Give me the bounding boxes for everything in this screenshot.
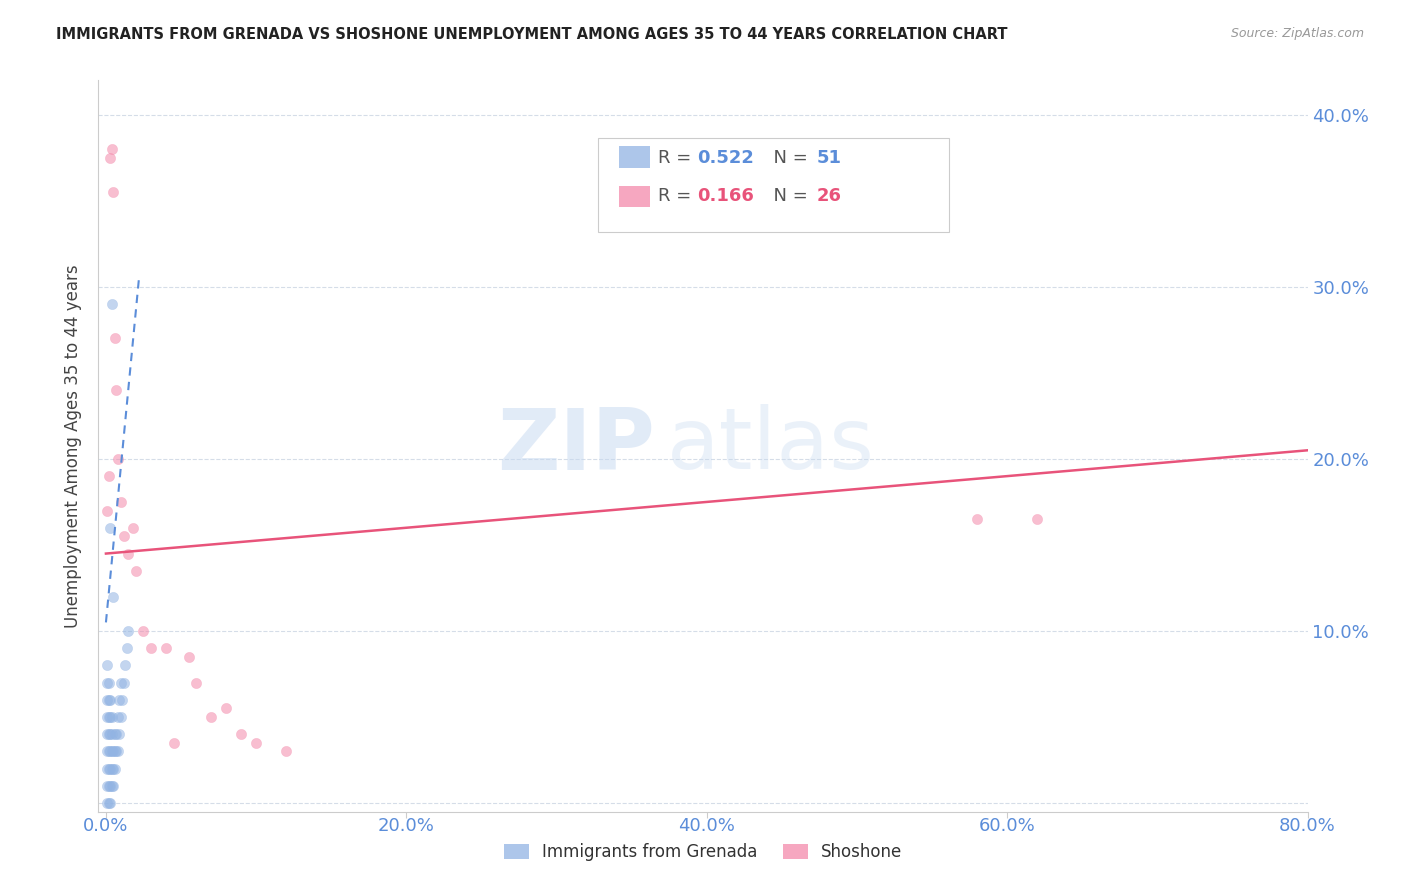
Point [215,701,238,715]
Point [101,779,124,793]
Point [155,641,177,656]
Point [97,727,120,741]
Point [103,779,125,793]
Point [117,624,139,638]
Point [110,495,132,509]
Legend: Immigrants from Grenada, Shoshone: Immigrants from Grenada, Shoshone [495,835,911,869]
Point [101,297,124,311]
Point [103,762,125,776]
Point [100,744,122,758]
Point [105,727,128,741]
Point [1026,512,1049,526]
Text: 26: 26 [817,187,842,205]
Point [110,675,132,690]
Point [96,710,118,724]
Point [229,727,252,741]
Text: Source: ZipAtlas.com: Source: ZipAtlas.com [1230,27,1364,40]
Point [110,710,132,724]
Point [100,727,122,741]
Point [132,624,155,638]
Point [104,762,127,776]
Text: 51: 51 [817,149,842,167]
Point [125,564,148,578]
Point [96,693,118,707]
Text: 0.166: 0.166 [697,187,754,205]
Point [96,796,118,810]
Point [96,744,118,758]
Text: 0.522: 0.522 [697,149,754,167]
Point [96,658,118,673]
Point [103,185,125,199]
Point [101,727,124,741]
Point [104,744,127,758]
Point [108,727,131,741]
Point [100,151,122,165]
Point [966,512,988,526]
Point [97,744,120,758]
Point [107,744,129,758]
Point [184,675,207,690]
Text: N =: N = [762,187,814,205]
Point [112,529,135,543]
Point [104,331,127,345]
Point [105,383,128,397]
Point [177,649,200,664]
Point [100,796,122,810]
Point [117,547,139,561]
Point [108,693,131,707]
Point [101,710,124,724]
Point [96,762,118,776]
Y-axis label: Unemployment Among Ages 35 to 44 years: Unemployment Among Ages 35 to 44 years [65,264,83,628]
Text: ZIP: ZIP [496,404,655,488]
Text: R =: R = [658,187,697,205]
Point [101,142,124,156]
Point [115,641,138,656]
Point [107,451,129,466]
Point [103,590,125,604]
Point [97,710,120,724]
Point [101,762,124,776]
Text: IMMIGRANTS FROM GRENADA VS SHOSHONE UNEMPLOYMENT AMONG AGES 35 TO 44 YEARS CORRE: IMMIGRANTS FROM GRENADA VS SHOSHONE UNEM… [56,27,1008,42]
Point [245,736,267,750]
Point [100,521,122,535]
Point [112,675,135,690]
Point [104,727,127,741]
Text: atlas: atlas [666,404,875,488]
Point [96,675,118,690]
Point [162,736,184,750]
Point [122,521,145,535]
Point [100,779,122,793]
Point [97,469,120,483]
Point [96,503,118,517]
Point [101,744,124,758]
Point [200,710,222,724]
Point [100,710,122,724]
Text: N =: N = [762,149,814,167]
Point [276,744,298,758]
Point [107,710,129,724]
Point [114,658,136,673]
Point [103,744,125,758]
Point [97,796,120,810]
Point [97,675,120,690]
Point [97,693,120,707]
Point [100,762,122,776]
Point [97,779,120,793]
Point [111,693,134,707]
Point [97,762,120,776]
Point [96,779,118,793]
Point [96,727,118,741]
Text: R =: R = [658,149,697,167]
Point [105,744,128,758]
Point [139,641,162,656]
Point [100,693,122,707]
